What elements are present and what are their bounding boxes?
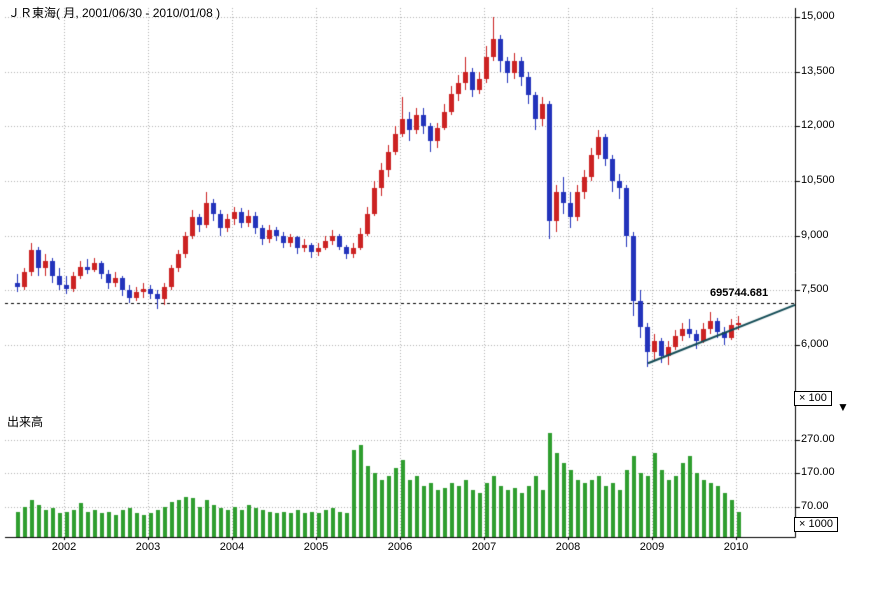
- year-tick-label: 2006: [387, 541, 413, 553]
- year-tick-label: 2008: [555, 541, 581, 553]
- volume-scale-multiplier-box[interactable]: × 1000: [794, 517, 838, 532]
- year-tick-label: 2005: [303, 541, 329, 553]
- year-tick-label: 2003: [135, 541, 161, 553]
- price-scale-multiplier-box[interactable]: × 100: [794, 391, 832, 406]
- price-tick-label: 13,500: [801, 65, 835, 77]
- year-tick-label: 2010: [723, 541, 749, 553]
- volume-section-label: 出来高: [7, 415, 44, 429]
- price-tick-label: 10,500: [801, 174, 835, 186]
- volume-tick-label: 170.00: [801, 466, 835, 478]
- year-tick-label: 2007: [471, 541, 497, 553]
- price-tick-label: 15,000: [801, 10, 835, 22]
- price-tick-label: 7,500: [801, 283, 829, 295]
- chart-title: ＪＲ東海( 月, 2001/06/30 - 2010/01/08 ): [8, 6, 221, 20]
- year-tick-label: 2009: [639, 541, 665, 553]
- price-level-label: 695744.681: [710, 287, 769, 299]
- volume-tick-label: 270.00: [801, 433, 835, 445]
- price-tick-label: 9,000: [801, 229, 829, 241]
- chevron-down-icon[interactable]: ▼: [837, 400, 849, 414]
- year-tick-label: 2004: [219, 541, 245, 553]
- volume-tick-label: 70.00: [801, 500, 829, 512]
- price-tick-label: 6,000: [801, 338, 829, 350]
- price-tick-label: 12,000: [801, 119, 835, 131]
- year-tick-label: 2002: [51, 541, 77, 553]
